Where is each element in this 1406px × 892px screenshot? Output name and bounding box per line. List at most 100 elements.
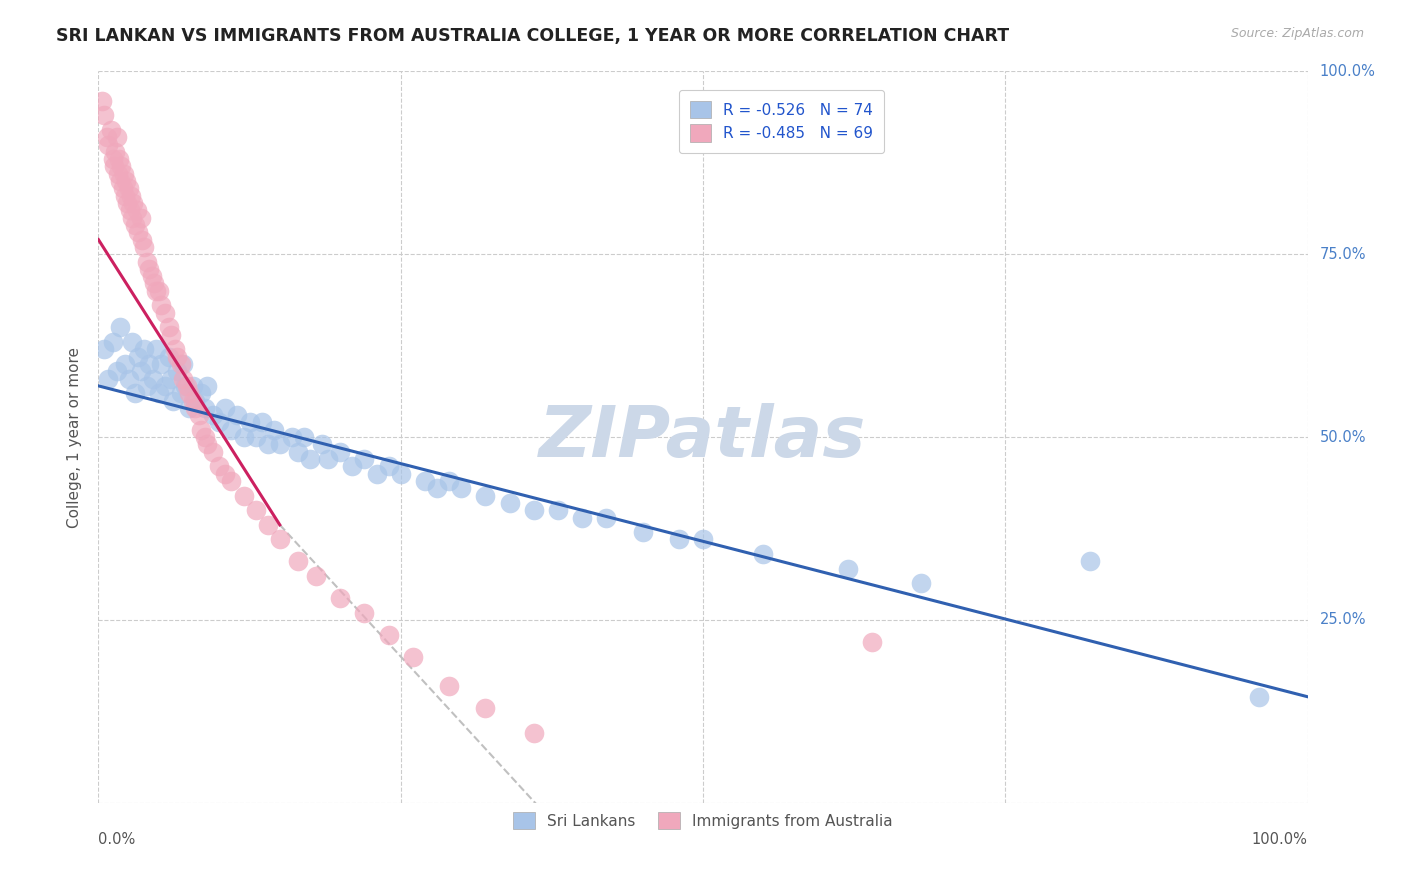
Point (166, 364, 188, 378)
Point (118, 181, 141, 195)
Point (160, 371, 183, 385)
Point (195, 379, 218, 393)
Point (105, 364, 128, 378)
Point (195, 437, 218, 451)
Point (194, 430, 217, 444)
Point (163, 343, 186, 357)
Point (281, 430, 304, 444)
Point (179, 401, 201, 415)
Point (329, 444, 352, 458)
Point (305, 569, 328, 583)
Point (134, 343, 156, 357)
Point (120, 188, 142, 202)
Point (377, 459, 399, 474)
Point (118, 371, 141, 385)
Point (245, 503, 267, 517)
Point (187, 408, 209, 422)
Text: ZIPatlas: ZIPatlas (540, 402, 866, 472)
Point (329, 591, 352, 605)
Point (107, 167, 129, 181)
Point (232, 489, 254, 503)
Point (342, 459, 364, 474)
Point (366, 467, 388, 481)
Point (145, 343, 167, 357)
Point (138, 261, 160, 276)
Legend: Sri Lankans, Immigrants from Australia: Sri Lankans, Immigrants from Australia (508, 805, 898, 836)
Point (910, 576, 932, 591)
Point (214, 401, 236, 415)
Point (172, 357, 194, 371)
Point (111, 181, 134, 195)
Point (127, 350, 149, 364)
Point (124, 218, 146, 232)
Point (571, 510, 593, 524)
Text: 50.0%: 50.0% (1320, 430, 1367, 444)
Point (172, 371, 194, 385)
Point (221, 474, 243, 488)
Point (129, 364, 152, 378)
Point (181, 379, 204, 393)
Point (117, 196, 139, 211)
Point (316, 452, 339, 467)
Point (413, 474, 436, 488)
Point (214, 467, 236, 481)
Point (148, 386, 170, 401)
Point (232, 430, 254, 444)
Point (112, 167, 135, 181)
Point (860, 635, 883, 649)
Point (104, 145, 127, 159)
Point (256, 517, 278, 532)
Point (108, 320, 131, 334)
Point (450, 481, 472, 495)
Point (474, 700, 496, 714)
Point (153, 306, 176, 320)
Point (437, 679, 460, 693)
Point (138, 357, 160, 371)
Point (114, 357, 136, 371)
Point (97, 371, 120, 385)
Point (157, 320, 180, 334)
Text: 25.0%: 25.0% (1320, 613, 1367, 627)
Point (226, 408, 249, 422)
Point (150, 298, 173, 312)
Point (184, 393, 207, 408)
Point (595, 510, 617, 524)
Point (353, 606, 375, 620)
Point (287, 444, 309, 458)
Point (837, 562, 859, 576)
Point (389, 467, 412, 481)
Point (135, 254, 157, 268)
Point (184, 401, 207, 415)
Point (269, 533, 291, 547)
Point (426, 481, 449, 495)
Point (239, 416, 262, 430)
Point (250, 416, 273, 430)
Point (402, 649, 425, 664)
Point (547, 503, 569, 517)
Point (169, 357, 191, 371)
Point (124, 386, 146, 401)
Point (498, 496, 520, 510)
Point (97, 137, 120, 152)
Point (101, 334, 124, 349)
Point (668, 533, 690, 547)
Point (166, 350, 188, 364)
Point (692, 533, 714, 547)
Point (135, 379, 157, 393)
Point (181, 393, 204, 408)
Point (202, 444, 225, 458)
Point (221, 423, 243, 437)
Point (115, 174, 138, 188)
Point (474, 489, 496, 503)
Point (96, 130, 118, 145)
Point (299, 452, 322, 467)
Point (1078, 554, 1101, 568)
Point (437, 474, 460, 488)
Point (153, 379, 176, 393)
Point (121, 334, 143, 349)
Point (245, 430, 267, 444)
Point (256, 437, 278, 451)
Point (523, 726, 546, 740)
Point (631, 525, 654, 540)
Point (162, 393, 184, 408)
